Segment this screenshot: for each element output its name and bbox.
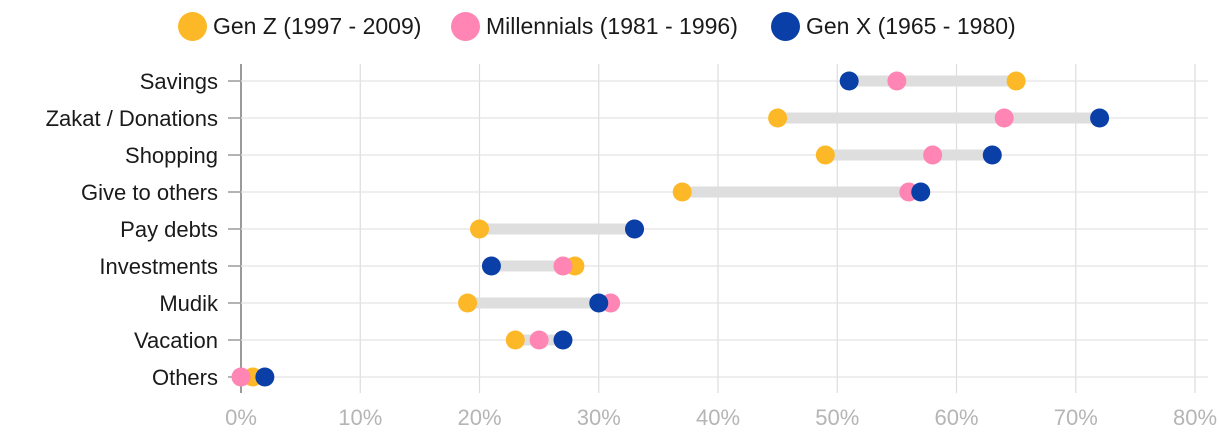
point-millennials-vacation [529, 330, 549, 350]
x-tick-label: 30% [577, 405, 621, 430]
x-tick-labels: 0% 10% 20% 30% 40% 50% 60% 70% 80% [225, 405, 1217, 430]
legend-item-gen-z: Gen Z (1997 - 2009) [178, 10, 421, 42]
point-gen-x-investments [481, 256, 501, 276]
point-gen-z-mudik [458, 293, 478, 313]
category-label-shopping: Shopping [125, 143, 218, 168]
category-label-others: Others [152, 365, 218, 390]
legend-swatch-gen-z [178, 11, 207, 41]
category-labels: Savings Zakat / Donations Shopping Give to … [46, 69, 219, 390]
x-tick-label: 50% [815, 405, 859, 430]
point-gen-z-give-to-others [672, 182, 692, 202]
point-gen-x-others [255, 367, 275, 387]
legend-swatch-gen-x [771, 11, 800, 41]
legend-item-gen-x: Gen X (1965 - 1980) [771, 10, 1016, 42]
legend-label-millennials: Millennials (1981 - 1996) [486, 12, 738, 39]
category-label-investments: Investments [99, 254, 218, 279]
legend-item-millennials: Millennials (1981 - 1996) [451, 10, 738, 42]
point-gen-z-zakat-donations [768, 108, 788, 128]
x-tick-label: 20% [457, 405, 501, 430]
category-label-give-to-others: Give to others [81, 180, 218, 205]
category-label-zakat-donations: Zakat / Donations [46, 106, 218, 131]
point-gen-x-shopping [982, 145, 1002, 165]
x-tick-label: 70% [1054, 405, 1098, 430]
point-gen-x-zakat-donations [1090, 108, 1110, 128]
legend-swatch-millennials [451, 11, 480, 41]
point-gen-x-pay-debts [625, 219, 645, 239]
x-tick-label: 0% [225, 405, 257, 430]
x-tick-label: 40% [696, 405, 740, 430]
range-bars [241, 75, 1100, 383]
point-millennials-others [231, 367, 251, 387]
point-millennials-investments [553, 256, 573, 276]
point-gen-x-give-to-others [911, 182, 931, 202]
legend: Gen Z (1997 - 2009) Millennials (1981 - … [0, 0, 1220, 52]
legend-label-gen-x: Gen X (1965 - 1980) [806, 12, 1016, 39]
point-gen-z-savings [1006, 71, 1026, 91]
point-millennials-savings [887, 71, 907, 91]
category-label-mudik: Mudik [159, 291, 219, 316]
point-gen-z-shopping [815, 145, 835, 165]
point-millennials-shopping [923, 145, 943, 165]
category-label-savings: Savings [140, 69, 218, 94]
x-tick-label: 10% [338, 405, 382, 430]
legend-label-gen-z: Gen Z (1997 - 2009) [213, 12, 422, 39]
x-tick-label: 80% [1173, 405, 1217, 430]
data-points [231, 71, 1110, 387]
point-gen-x-mudik [589, 293, 609, 313]
point-gen-z-pay-debts [470, 219, 489, 239]
point-gen-x-vacation [553, 330, 573, 350]
point-gen-x-savings [839, 71, 859, 91]
point-millennials-zakat-donations [994, 108, 1014, 128]
category-label-vacation: Vacation [134, 328, 218, 353]
x-tick-label: 60% [934, 405, 978, 430]
category-label-pay-debts: Pay debts [120, 217, 218, 242]
point-gen-z-vacation [505, 330, 525, 350]
